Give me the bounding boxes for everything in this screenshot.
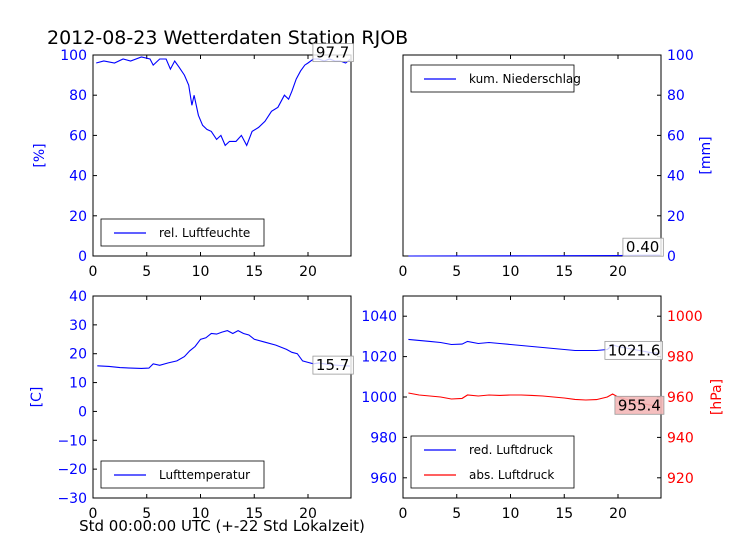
pressure-y-tick-label: 960 [370, 471, 397, 487]
precip-x-tick-label: 0 [399, 264, 408, 280]
pressure-y-right-tick-label: 1000 [667, 309, 703, 325]
pressure-annotation-label: 955.4 [618, 396, 661, 414]
temperature-x-tick-label: 0 [89, 506, 98, 522]
figure-title: 2012-08-23 Wetterdaten Station RJOB [47, 27, 408, 49]
precip-y-tick-label: 20 [667, 209, 685, 225]
humidity-x-tick-label: 0 [89, 264, 98, 280]
precip-legend-box [410, 64, 575, 93]
temperature-y-tick-label: 30 [69, 318, 87, 334]
temperature-legend-label: Lufttemperatur [159, 468, 250, 482]
pressure-y-right-tick-label: 940 [667, 430, 694, 446]
precip-legend-label: kum. Niederschlag [469, 72, 581, 86]
x-axis-label: Std 00:00:00 UTC (+-22 Std Lokalzeit) [79, 517, 365, 535]
humidity-y-tick-label: 80 [69, 88, 87, 104]
pressure-y-tick-label: 1040 [361, 309, 397, 325]
humidity-x-tick-label: 10 [192, 264, 210, 280]
temperature-panel: 0 5 10 15 20 −30 −20 −10 0 10 20 30 40 [C] 15.7 Lufttem… [29, 289, 354, 522]
temperature-x-tick-label: 15 [245, 506, 263, 522]
humidity-x-tick-label: 20 [299, 264, 317, 280]
precip-annotation-box [622, 237, 664, 257]
precip-y-tick-label: 0 [667, 249, 676, 265]
pressure-y-right-tick-label: 920 [667, 471, 694, 487]
temperature-x-tick-label: 20 [299, 506, 317, 522]
precip-y-tick-label: 60 [667, 128, 685, 144]
pressure-legend-label: abs. Luftdruck [469, 468, 554, 482]
humidity-y-tick-label: 40 [69, 169, 87, 185]
temperature-y-tick-label: −10 [57, 433, 87, 449]
temperature-y-axis-label: [C] [29, 387, 45, 408]
humidity-annotation-box [312, 43, 354, 63]
humidity-x-tick-label: 15 [245, 264, 263, 280]
pressure-x-tick-label: 5 [452, 506, 461, 522]
precip-y-tick-label: 80 [667, 88, 685, 104]
pressure-y-tick-label: 980 [370, 430, 397, 446]
pressure-x-tick-label: 15 [555, 506, 573, 522]
humidity-y-tick-label: 20 [69, 209, 87, 225]
pressure-x-tick-label: 20 [609, 506, 627, 522]
temperature-annotation-label: 15.7 [316, 356, 349, 374]
precip-annotation-label: 0.40 [626, 238, 659, 256]
temperature-x-tick-label: 5 [142, 506, 151, 522]
humidity-panel: 0 5 10 15 20 0 20 40 60 80 100 [%] 97.7 rel. Luftfeuc… [32, 43, 354, 280]
humidity-y-tick-label: 100 [60, 48, 87, 64]
precip-x-tick-label: 20 [609, 264, 627, 280]
precip-x-tick-label: 10 [502, 264, 520, 280]
humidity-legend-label: rel. Luftfeuchte [159, 226, 250, 240]
humidity-series-1-line [96, 56, 351, 147]
pressure-y-right-axis-label: [hPa] [709, 379, 725, 415]
precip-y-tick-label: 100 [667, 48, 694, 64]
temperature-y-tick-label: −20 [57, 462, 87, 478]
temperature-y-tick-label: 0 [78, 404, 87, 420]
pressure-legend-label: red. Luftdruck [469, 443, 553, 457]
humidity-y-tick-label: 60 [69, 128, 87, 144]
temperature-axes-frame [92, 295, 352, 499]
pressure-legend-box [410, 435, 575, 489]
humidity-legend-box [100, 218, 265, 247]
pressure-y-tick-label: 1020 [361, 350, 397, 366]
pressure-y-right-tick-label: 960 [667, 390, 694, 406]
temperature-y-tick-label: 10 [69, 376, 87, 392]
pressure-x-tick-label: 0 [399, 506, 408, 522]
humidity-annotation-label: 97.7 [316, 44, 349, 62]
pressure-annotation-box [604, 340, 663, 360]
precip-y-axis-label: [mm] [698, 136, 714, 174]
pressure-y-right-tick-label: 980 [667, 350, 694, 366]
pressure-x-tick-label: 10 [502, 506, 520, 522]
temperature-y-tick-label: 40 [69, 289, 87, 305]
humidity-axes-frame [92, 54, 352, 257]
pressure-annotation-box [614, 395, 665, 415]
humidity-y-tick-label: 0 [78, 249, 87, 265]
temperature-y-tick-label: −30 [57, 491, 87, 507]
precip-y-tick-label: 40 [667, 169, 685, 185]
humidity-y-axis-label: [%] [32, 143, 48, 167]
temperature-y-tick-label: 20 [69, 347, 87, 363]
precip-x-tick-label: 15 [555, 264, 573, 280]
pressure-annotation-label: 1021.6 [608, 341, 661, 359]
humidity-x-tick-label: 5 [142, 264, 151, 280]
pressure-y-tick-label: 1000 [361, 390, 397, 406]
precip-x-tick-label: 5 [452, 264, 461, 280]
temperature-x-tick-label: 10 [192, 506, 210, 522]
temperature-annotation-box [312, 355, 354, 375]
precip-panel: 0 5 10 15 20 0 20 40 60 80 100 [mm] 0.40 kum. Nieders… [399, 48, 714, 280]
temperature-series-1-line [97, 329, 350, 369]
pressure-panel: 0 5 10 15 20 960 980 1000 1020 1040 920 940 960 980 10… [361, 295, 725, 522]
